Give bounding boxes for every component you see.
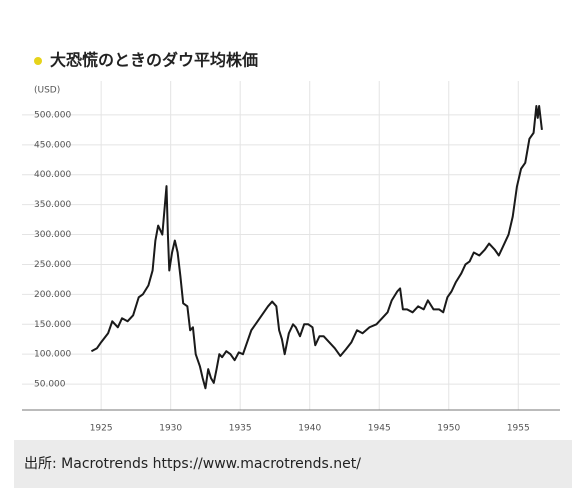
y-tick-label: 350.000 xyxy=(34,200,71,210)
y-tick-label: 100.000 xyxy=(34,350,71,360)
line xyxy=(90,104,543,390)
x-tick-label: 1945 xyxy=(368,424,391,434)
y-tick-label: 450.000 xyxy=(34,140,71,150)
source-box xyxy=(14,440,572,488)
y-tick-label: 400.000 xyxy=(34,170,71,180)
x-tick-label: 1930 xyxy=(159,424,182,434)
y-tick-label: 250.000 xyxy=(34,260,71,270)
y-tick-label: 50.000 xyxy=(34,380,66,390)
chart-title: 大恐慌のときのダウ平均株価 xyxy=(50,51,258,70)
y-tick-label: 150.000 xyxy=(34,320,71,330)
x-tick-label: 1935 xyxy=(229,424,252,434)
x-tick-label: 1955 xyxy=(507,424,530,434)
source: 出所: Macrotrends https://www.macrotrends.… xyxy=(24,456,361,472)
y-tick-label: 300.000 xyxy=(34,230,71,240)
title-dot xyxy=(34,57,42,65)
x-tick-label: 1925 xyxy=(90,424,113,434)
y-unit: (USD) xyxy=(34,86,60,96)
y-tick-label: 200.000 xyxy=(34,290,71,300)
x-tick-label: 1950 xyxy=(437,424,460,434)
x-tick-label: 1940 xyxy=(298,424,321,434)
y-tick-label: 500.000 xyxy=(34,110,71,120)
